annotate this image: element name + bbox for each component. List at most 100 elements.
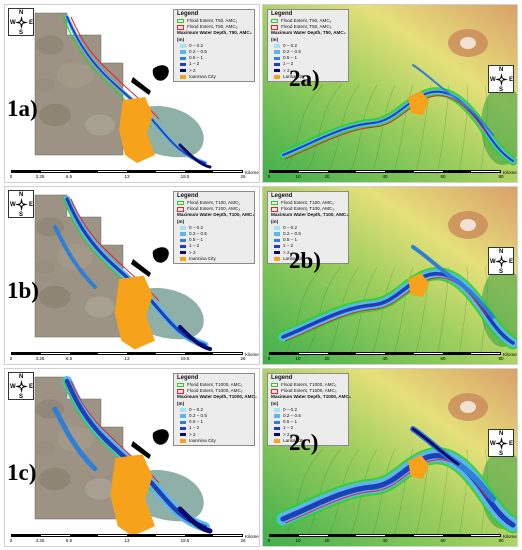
map-legend: Legend Flood Extent, T50, AMC₁ Flood Exten…: [267, 9, 349, 83]
legend-label: Ioannina City: [189, 255, 216, 261]
compass-e-label: E: [29, 20, 34, 26]
compass-n-label: N: [19, 192, 24, 198]
scale-tick-label: 80: [498, 174, 504, 179]
ioannina-city-area: [114, 275, 155, 350]
legend-row-depth-class: 1 – 2: [271, 61, 345, 67]
legend-swatch-depth: [180, 56, 186, 61]
scale-tick-label: 3.25: [35, 174, 45, 179]
scale-tick-label: 26: [240, 356, 246, 361]
legend-row-depth-class: 0.2 – 0.5: [271, 49, 345, 55]
legend-swatch-depth: [180, 408, 186, 412]
legend-row-city: Larisa City: [271, 438, 345, 444]
legend-swatch-depth: [274, 432, 280, 437]
legend-swatch-depth: [180, 420, 186, 425]
legend-label: 0.2 – 0.5: [189, 231, 207, 237]
legend-row-depth-class: 0.5 – 1: [271, 419, 345, 425]
scale-bar-graphic: [269, 170, 501, 173]
legend-label: 0.5 – 1: [283, 237, 298, 243]
scale-tick-label: 3.25: [35, 356, 45, 361]
compass-w-label: W: [10, 20, 16, 26]
compass-e-label: E: [509, 259, 514, 265]
map-panel-1a: N S W E Legend Flood Extent, T50, AMC₁ Flood E…: [4, 4, 260, 183]
compass-w-label: W: [490, 441, 496, 447]
legend-swatch-depth: [180, 414, 186, 418]
scale-tick-label: 80: [498, 356, 504, 361]
legend-swatch-depth: [180, 68, 186, 73]
legend-row-depth-class: 1 – 2: [271, 425, 345, 431]
legend-row-extent-amc1: Flood Extent, T50, AMC₁: [177, 18, 251, 24]
legend-row-depth-class: 1 – 2: [177, 61, 251, 67]
legend-swatch-extent-amc1: [271, 18, 278, 24]
scale-tick-label: 0: [9, 174, 13, 179]
legend-label: Flood Extent, T50, AMC₁: [281, 18, 332, 23]
legend-label: 0.5 – 1: [283, 419, 298, 425]
legend-title: Legend: [177, 193, 199, 199]
scale-tick-label: 6.5: [65, 174, 73, 179]
legend-label: 1 – 2: [189, 61, 200, 67]
legend-label: 0.2 – 0.5: [283, 231, 301, 237]
legend-swatch-extent-amc3: [177, 207, 184, 212]
compass-rose-icon: [15, 198, 28, 211]
legend-label: Flood Extent, T1000, AMC₁: [281, 382, 337, 387]
legend-label: 0 – 0.2: [283, 42, 298, 48]
legend-label: Flood Extent, T100, AMC₃: [187, 206, 241, 212]
legend-swatch-depth: [180, 232, 186, 236]
legend-label: 1 – 2: [283, 425, 294, 431]
scale-bar-graphic: [269, 352, 501, 355]
legend-label: Flood Extent, T50, AMC₃: [187, 24, 238, 30]
legend-label: 1 – 2: [283, 61, 294, 67]
legend-row-extent-amc3: Flood Extent, T50, AMC₃: [271, 24, 345, 30]
scale-bar: 0 10 20 40 60 80Kilometers: [265, 352, 517, 362]
legend-label: > 2: [189, 67, 196, 73]
legend-row-depth-class: > 2: [271, 250, 345, 256]
legend-swatch-depth: [180, 44, 186, 48]
legend-swatch-city: [274, 439, 280, 443]
legend-label: > 2: [283, 249, 290, 255]
legend-label: 1 – 2: [189, 425, 200, 431]
scale-tick-label: 6.5: [65, 538, 73, 543]
map-legend: Legend Flood Extent, T100, AMC₁ Flood Exte…: [173, 191, 255, 265]
legend-title: Legend: [271, 375, 293, 381]
legend-swatch-city: [180, 257, 186, 261]
legend-row-extent-amc1: Flood Extent, T1000, AMC₁: [177, 382, 251, 388]
map-canvas: [263, 187, 517, 364]
legend-depth-heading: Maximum Water Depth, T50, AMC₃: [177, 30, 252, 36]
legend-swatch-city: [274, 257, 280, 261]
map-panel-2a: N S W E Legend Flood Extent, T50, AMC₁ Flood E…: [262, 4, 518, 183]
compass-s-label: S: [499, 269, 504, 275]
scale-unit-label: Kilometers: [503, 534, 518, 539]
scale-bar-graphic: [11, 170, 243, 173]
scale-tick-label: 10: [295, 356, 301, 361]
legend-depth-unit: (m): [177, 218, 185, 224]
legend-row-city: Larisa City: [271, 74, 345, 80]
legend-row-depth-class: > 2: [271, 432, 345, 438]
map-legend: Legend Flood Extent, T1000, AMC₁ Flood Ext…: [267, 373, 351, 447]
legend-label: 0.5 – 1: [189, 55, 204, 61]
legend-swatch-depth: [274, 56, 280, 61]
legend-swatch-depth: [180, 244, 186, 249]
compass-s-label: S: [19, 30, 24, 36]
legend-label: > 2: [283, 431, 290, 437]
scale-tick-label: 20: [324, 538, 330, 543]
legend-swatch-depth: [274, 414, 280, 418]
legend-label: Larisa City: [283, 73, 305, 79]
legend-title: Legend: [177, 11, 199, 17]
legend-title: Legend: [271, 193, 293, 199]
compass-n-label: N: [19, 374, 24, 380]
legend-row-depth-class: 0.5 – 1: [177, 55, 251, 61]
scale-tick-label: 0: [267, 538, 271, 543]
scale-tick-label: 13: [124, 538, 130, 543]
scale-unit-label: Kilometers: [245, 170, 260, 175]
legend-title: Legend: [177, 375, 199, 381]
legend-label: Flood Extent, T1000, AMC₃: [281, 388, 337, 394]
legend-row-depth-class: 1 – 2: [177, 425, 251, 431]
scale-tick-label: 0: [9, 538, 13, 543]
legend-label: Flood Extent, T100, AMC₁: [187, 200, 240, 205]
scale-tick-label: 19.5: [180, 538, 190, 543]
legend-depth-heading: Maximum Water Depth, T100, AMC₃: [271, 212, 349, 218]
compass-w-label: W: [10, 384, 16, 390]
scale-tick-label: 19.5: [180, 356, 190, 361]
